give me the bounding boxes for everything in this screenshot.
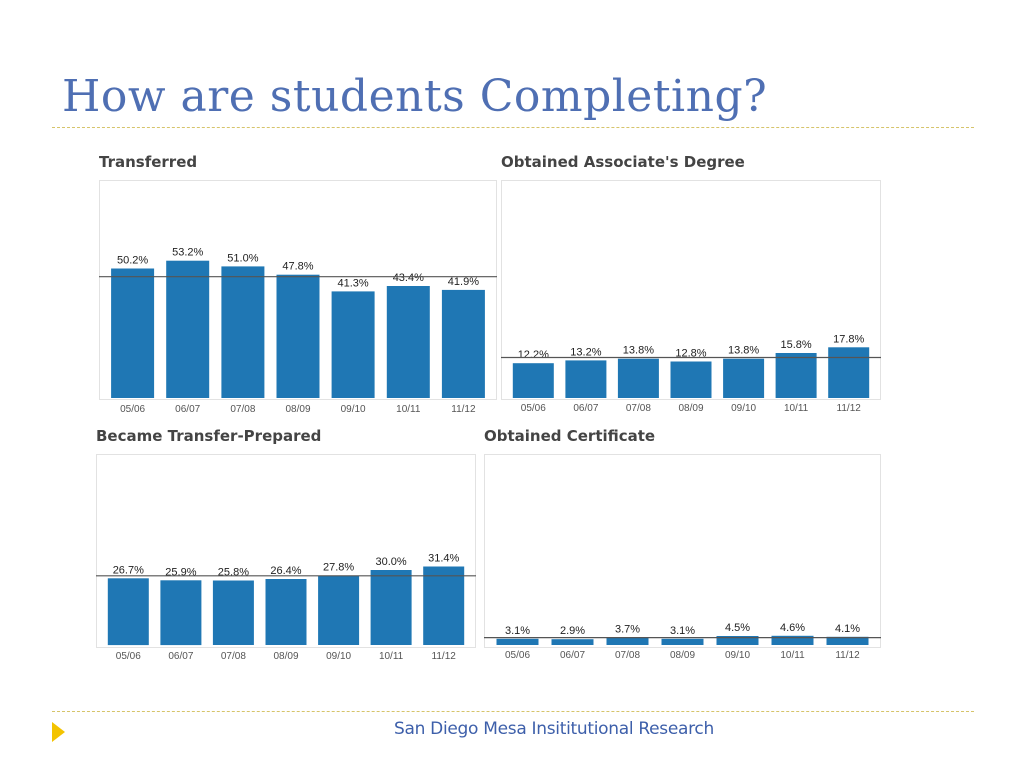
x-tick-label: 11/12 xyxy=(837,403,862,414)
bar-10-11 xyxy=(775,353,817,398)
bar-11-12 xyxy=(423,566,465,645)
x-tick-label: 05/06 xyxy=(116,651,141,662)
data-label: 30.0% xyxy=(375,556,406,568)
chart-transferred: 50.2% 05/06 53.2% 06/07 51.0% 07/08 47.8% 08/09… xyxy=(99,247,497,415)
data-label: 4.1% xyxy=(835,623,860,635)
chart-title-transferred: Transferred xyxy=(99,153,198,171)
bar-08-09 xyxy=(265,579,307,645)
chart-certificate: 3.1% 05/06 2.9% 06/07 3.7% 07/08 3.1% 08/09 4.5%… xyxy=(484,622,881,661)
bar-07-08 xyxy=(212,580,254,645)
data-label: 43.4% xyxy=(393,272,424,284)
data-label: 31.4% xyxy=(428,553,459,565)
x-tick-label: 10/11 xyxy=(396,404,421,415)
bar-09-10 xyxy=(331,291,375,398)
x-tick-label: 08/09 xyxy=(670,650,695,661)
data-label: 3.1% xyxy=(505,625,530,637)
data-label: 13.8% xyxy=(623,345,654,357)
x-tick-label: 09/10 xyxy=(326,651,351,662)
data-label: 41.9% xyxy=(448,276,479,288)
data-label: 3.7% xyxy=(615,624,640,636)
bar-11-12 xyxy=(828,347,870,398)
x-tick-label: 06/07 xyxy=(573,403,598,414)
bar-07-08 xyxy=(606,637,649,645)
data-label: 51.0% xyxy=(227,252,258,264)
bar-11-12 xyxy=(441,289,485,398)
x-tick-label: 10/11 xyxy=(784,403,809,414)
x-tick-label: 05/06 xyxy=(120,404,145,415)
bar-08-09 xyxy=(276,274,320,398)
x-tick-label: 09/10 xyxy=(341,404,366,415)
x-tick-label: 09/10 xyxy=(725,650,750,661)
data-label: 13.2% xyxy=(570,346,601,358)
x-tick-label: 10/11 xyxy=(780,650,805,661)
x-tick-label: 07/08 xyxy=(615,650,640,661)
data-label: 4.6% xyxy=(780,622,805,634)
data-label: 41.3% xyxy=(337,277,368,289)
data-label: 13.8% xyxy=(728,345,759,357)
bar-05-06 xyxy=(111,268,155,398)
data-label: 26.7% xyxy=(113,564,144,576)
x-tick-label: 05/06 xyxy=(505,650,530,661)
data-label: 12.8% xyxy=(675,348,706,360)
x-tick-label: 08/09 xyxy=(285,404,310,415)
x-tick-label: 08/09 xyxy=(678,403,703,414)
footer-credit: San Diego Mesa Insititutional Research xyxy=(394,719,714,739)
x-tick-label: 11/12 xyxy=(451,404,476,415)
bar-05-06 xyxy=(496,638,539,645)
bar-05-06 xyxy=(107,578,149,646)
bar-06-07 xyxy=(551,639,594,645)
data-label: 47.8% xyxy=(282,261,313,273)
bar-08-09 xyxy=(670,361,712,398)
x-tick-label: 11/12 xyxy=(835,650,860,661)
bar-10-11 xyxy=(370,570,412,645)
bar-10-11 xyxy=(771,635,814,645)
data-label: 26.4% xyxy=(270,565,301,577)
bar-06-07 xyxy=(166,260,210,398)
chart-transfer-prepared: 26.7% 05/06 25.9% 06/07 25.8% 07/08 26.4% 08/09… xyxy=(96,553,476,662)
bar-07-08 xyxy=(617,358,659,398)
x-tick-label: 08/09 xyxy=(273,651,298,662)
bar-06-07 xyxy=(160,580,202,646)
data-label: 27.8% xyxy=(323,562,354,574)
x-tick-label: 06/07 xyxy=(175,404,200,415)
data-label: 2.9% xyxy=(560,625,585,637)
x-tick-label: 07/08 xyxy=(230,404,255,415)
triangle-right-icon xyxy=(52,722,65,742)
bar-05-06 xyxy=(512,363,554,398)
bar-09-10 xyxy=(716,636,759,645)
bar-09-10 xyxy=(318,575,360,645)
data-label: 3.1% xyxy=(670,625,695,637)
bar-07-08 xyxy=(221,266,265,398)
bar-06-07 xyxy=(565,360,607,398)
chart-frame-certificate xyxy=(484,454,881,648)
x-tick-label: 07/08 xyxy=(221,651,246,662)
x-tick-label: 05/06 xyxy=(521,403,546,414)
x-tick-label: 07/08 xyxy=(626,403,651,414)
bar-11-12 xyxy=(826,636,869,645)
x-tick-label: 10/11 xyxy=(379,651,404,662)
bar-10-11 xyxy=(386,286,430,398)
x-tick-label: 06/07 xyxy=(168,651,193,662)
slide-title: How are students Completing? xyxy=(62,71,768,122)
bar-08-09 xyxy=(661,638,704,645)
chart-associates: 12.2% 05/06 13.2% 06/07 13.8% 07/08 12.8% 08/09… xyxy=(501,333,881,414)
data-label: 12.2% xyxy=(518,349,549,361)
x-tick-label: 11/12 xyxy=(432,651,457,662)
title-divider xyxy=(52,127,974,128)
data-label: 4.5% xyxy=(725,622,750,634)
bar-09-10 xyxy=(723,358,765,398)
footer-divider xyxy=(52,711,974,712)
data-label: 15.8% xyxy=(780,339,811,351)
x-tick-label: 06/07 xyxy=(560,650,585,661)
data-label: 17.8% xyxy=(833,333,864,345)
chart-title-associates: Obtained Associate's Degree xyxy=(501,153,745,171)
data-label: 25.8% xyxy=(218,567,249,579)
chart-title-transfer-prepared: Became Transfer-Prepared xyxy=(96,427,322,445)
chart-title-certificate: Obtained Certificate xyxy=(484,427,656,445)
data-label: 53.2% xyxy=(172,247,203,259)
x-tick-label: 09/10 xyxy=(731,403,756,414)
data-label: 50.2% xyxy=(117,255,148,267)
data-label: 25.9% xyxy=(165,566,196,578)
